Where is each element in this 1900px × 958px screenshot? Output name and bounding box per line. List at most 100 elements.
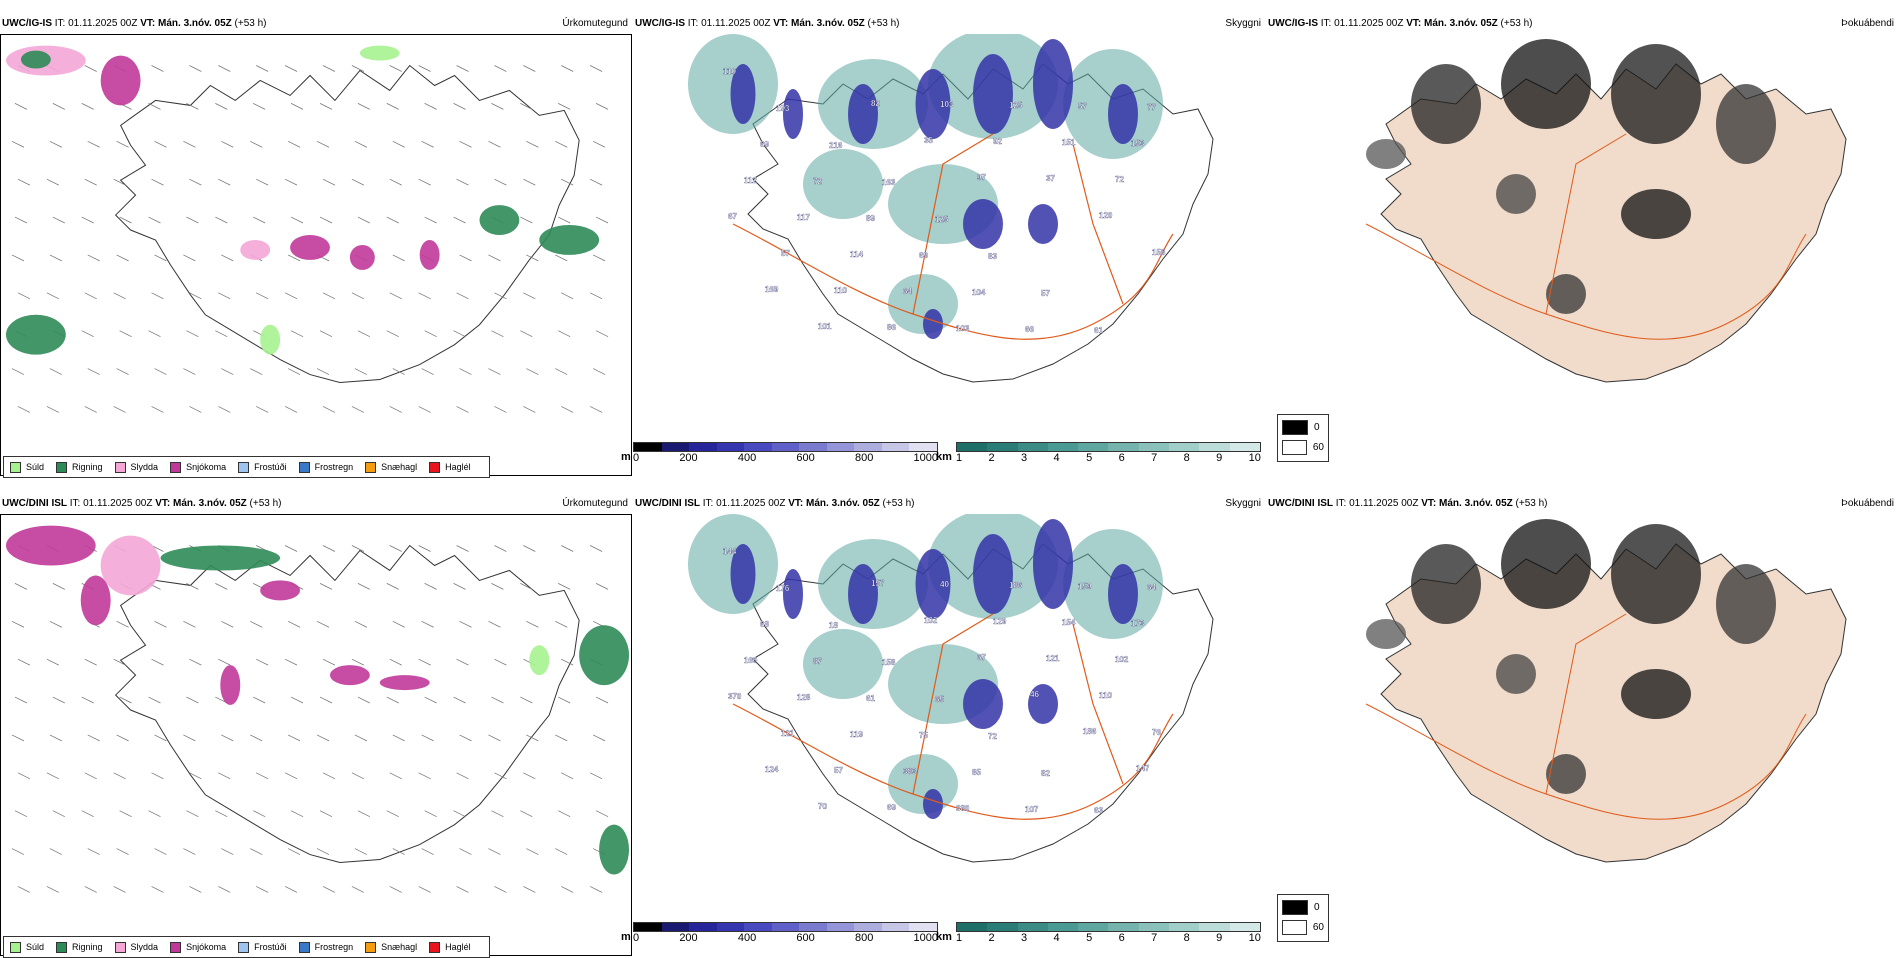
wind-barb	[523, 292, 536, 300]
cloud-base-area	[973, 534, 1013, 614]
fog-index-area	[1716, 564, 1776, 644]
precip-area	[529, 645, 550, 676]
wind-barb	[589, 545, 603, 552]
wind-barb	[151, 406, 164, 413]
wind-barb	[284, 658, 298, 666]
wind-barb	[555, 848, 568, 855]
wind-barb	[456, 772, 469, 780]
cloud-base-area	[963, 199, 1003, 249]
legend-item: Snjókoma	[170, 461, 226, 473]
wind-barb	[52, 583, 65, 590]
iceland-map	[5, 45, 609, 413]
wind-barb	[392, 734, 405, 742]
wind-barb	[17, 292, 31, 300]
wind-barb	[389, 406, 402, 413]
fog-index-area	[1546, 754, 1586, 794]
wind-barb	[322, 65, 336, 72]
wind-barb	[424, 330, 437, 338]
wind-barb	[17, 178, 31, 186]
wind-barb	[17, 406, 31, 413]
legend-swatch	[56, 461, 68, 473]
wind-barb	[189, 886, 202, 893]
wind-barb	[351, 886, 365, 893]
wind-barb	[351, 292, 365, 300]
wind-barb	[491, 583, 504, 590]
wind-barb	[389, 292, 402, 300]
wind-barb	[494, 886, 507, 893]
wind-barb	[523, 545, 536, 552]
legend-item: Haglél	[429, 941, 471, 953]
lead-time: (+53 h)	[234, 18, 267, 29]
legend-item: Frostregn	[298, 461, 353, 473]
legend-label: Frostregn	[314, 942, 354, 952]
cloud-base-label: 66	[1025, 325, 1034, 334]
wind-barb	[595, 103, 609, 110]
wind-barb	[494, 406, 507, 413]
wind-barb	[418, 178, 431, 186]
legend-label: Súld	[26, 462, 45, 472]
wind-barb	[256, 406, 269, 413]
wind-barb	[592, 254, 606, 262]
wind-barb	[456, 545, 469, 552]
model-name: UWC/IG-IS	[1268, 18, 1318, 29]
wind-barb	[221, 368, 234, 375]
cloud-base-label: 40	[940, 580, 949, 589]
wind-barb	[389, 886, 402, 893]
cloud-base-label: 119	[850, 730, 863, 739]
legend-label: Frostúði	[254, 462, 287, 472]
wind-barb	[558, 216, 571, 224]
wind-barb	[351, 178, 365, 186]
wind-barb	[154, 734, 167, 742]
precip-area	[260, 324, 281, 355]
init-time: 01.11.2025 00Z	[1349, 498, 1419, 509]
wind-barb	[11, 620, 25, 628]
wind-barb	[290, 103, 304, 110]
legend-swatch	[170, 461, 182, 473]
fog-index-area	[1496, 174, 1536, 214]
precip-area	[379, 675, 430, 691]
valid-time: Mán. 3.nóv. 05Z	[173, 498, 247, 509]
wind-barb	[49, 368, 62, 375]
wind-barb	[186, 583, 199, 590]
cloud-base-label: 57	[781, 249, 790, 258]
wind-barb	[221, 620, 234, 628]
legend-label: Rigning	[72, 462, 103, 472]
panel-title: UWC/IG-IS IT: 01.11.2025 00Z VT: Mán. 3.…	[2, 18, 267, 29]
map-panel-lower-precip: UWC/DINI ISL IT: 01.11.2025 00Z VT: Mán.…	[0, 494, 632, 958]
wind-barb	[284, 178, 298, 186]
fog-index-area	[1501, 39, 1591, 129]
colorbar-tick: 0	[633, 452, 640, 464]
lead-time: (+53 h)	[249, 498, 282, 509]
wind-barb	[116, 734, 129, 742]
init-label: IT:	[54, 18, 66, 29]
road-network	[732, 133, 1174, 340]
wind-barb	[11, 734, 25, 742]
cloud-base-area	[1033, 39, 1073, 129]
wind-barb	[456, 658, 469, 666]
wind-barb	[319, 696, 333, 704]
wind-barb	[284, 292, 298, 300]
model-name: UWC/DINI ISL	[635, 498, 700, 509]
colorbar-tick: 1000	[913, 452, 938, 464]
fog-index-area	[1501, 519, 1591, 609]
model-name: UWC/DINI ISL	[2, 498, 67, 509]
wind-barb	[589, 406, 603, 413]
valid-label: VT:	[1421, 498, 1437, 509]
wind-barb	[456, 292, 469, 300]
colorbar-tick: 4	[1053, 932, 1060, 944]
cloud-base-area	[1028, 204, 1058, 244]
wind-barb	[386, 216, 399, 224]
wind-barb	[113, 772, 126, 780]
wind-barb	[589, 772, 603, 780]
wind-barb	[250, 140, 263, 148]
cloud-base-label: 380	[956, 804, 970, 813]
wind-barb	[116, 368, 129, 375]
colorbar-tick: 600	[796, 932, 815, 944]
wind-barb	[46, 772, 59, 780]
cloud-base-label: 86	[887, 323, 896, 332]
wind-barb	[424, 696, 437, 704]
wind-barb	[221, 140, 234, 148]
map-canvas: Súld Rigning Slydda Snjókoma Frostúði Frostre…	[0, 34, 632, 478]
wind-barb	[316, 620, 330, 628]
wind-barb	[488, 140, 501, 148]
